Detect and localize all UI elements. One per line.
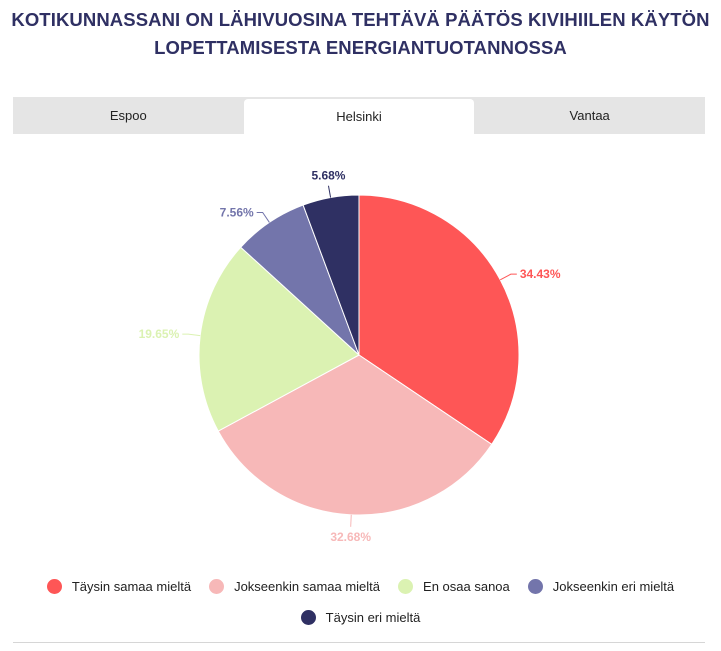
pie-chart: 34.43% 32.68% 19.65% 7.56% 5.68% bbox=[139, 169, 561, 544]
data-label-connector bbox=[500, 273, 517, 281]
legend-item-en-osaa-sanoa[interactable]: En osaa sanoa bbox=[398, 578, 510, 595]
legend-label: Jokseenkin eri mieltä bbox=[552, 579, 675, 594]
legend-marker-icon bbox=[300, 610, 316, 625]
legend-label: En osaa sanoa bbox=[423, 579, 510, 594]
bottom-divider bbox=[13, 642, 705, 643]
data-label-connector bbox=[182, 333, 201, 337]
legend-item-taysin-samaa[interactable]: Täysin samaa mieltä bbox=[46, 578, 192, 595]
chart-legend: Täysin samaa mieltä Jokseenkin samaa mie… bbox=[0, 578, 721, 640]
pie-slice-en-osaa-sanoa[interactable] bbox=[198, 246, 360, 432]
legend-marker-icon bbox=[398, 579, 414, 594]
chart-title-line-1: KOTIKUNNASSANI ON LÄHIVUOSINA TEHTÄVÄ PÄ… bbox=[11, 9, 710, 30]
data-label-connector bbox=[327, 185, 332, 198]
legend-marker-icon bbox=[209, 579, 225, 594]
data-label-taysin-eri: 5.68% bbox=[311, 169, 345, 183]
legend-item-taysin-eri[interactable]: Täysin eri mieltä bbox=[300, 609, 421, 626]
pie-slice-jokseenkin-samaa[interactable] bbox=[217, 354, 493, 516]
legend-label: Täysin eri mieltä bbox=[325, 610, 421, 625]
legend-label: Jokseenkin samaa mieltä bbox=[234, 579, 381, 594]
tab-helsinki[interactable]: Helsinki bbox=[243, 99, 475, 134]
legend-item-jokseenkin-eri[interactable]: Jokseenkin eri mieltä bbox=[527, 578, 675, 595]
legend-marker-icon bbox=[46, 579, 62, 594]
pie-slice-taysin-eri[interactable] bbox=[302, 194, 360, 356]
data-label-taysin-samaa: 34.43% bbox=[520, 267, 561, 281]
tab-espoo[interactable]: Espoo bbox=[109, 108, 147, 123]
data-label-jokseenkin-samaa: 32.68% bbox=[330, 530, 371, 544]
legend-item-jokseenkin-samaa[interactable]: Jokseenkin samaa mieltä bbox=[209, 578, 380, 595]
legend-label: Täysin samaa mieltä bbox=[71, 579, 192, 594]
data-label-en-osaa-sanoa: 19.65% bbox=[139, 327, 180, 341]
chart-title: KOTIKUNNASSANI ON LÄHIVUOSINA TEHTÄVÄ PÄ… bbox=[0, 6, 721, 62]
tab-vantaa[interactable]: Vantaa bbox=[569, 108, 610, 123]
legend-marker-icon bbox=[527, 579, 543, 594]
chart-title-line-2: LOPETTAMISESTA ENERGIANTUOTANNOSSA bbox=[154, 37, 567, 58]
data-label-jokseenkin-eri: 7.56% bbox=[220, 205, 254, 219]
pie-slice-taysin-samaa[interactable] bbox=[358, 194, 520, 446]
data-label-connector bbox=[256, 211, 270, 223]
data-label-connector bbox=[350, 514, 352, 527]
city-tab-bar: Espoo Helsinki Vantaa bbox=[13, 97, 705, 134]
